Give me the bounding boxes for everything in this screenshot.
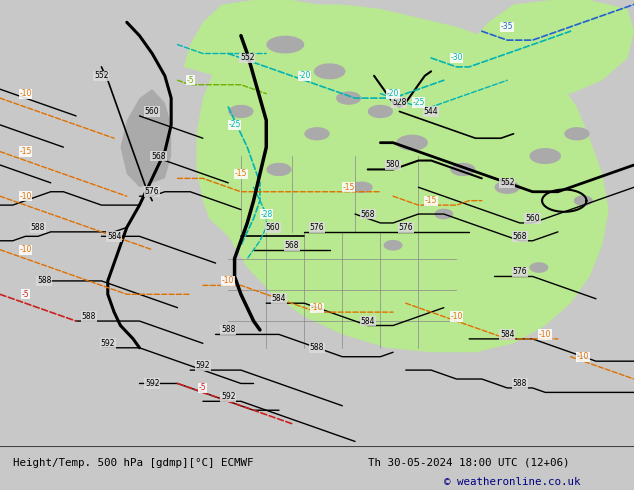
Text: 560: 560 bbox=[145, 107, 160, 116]
Text: 588: 588 bbox=[82, 312, 96, 321]
Text: 584: 584 bbox=[361, 317, 375, 325]
Text: 580: 580 bbox=[386, 161, 400, 170]
Text: 588: 588 bbox=[31, 223, 45, 232]
Text: 588: 588 bbox=[37, 276, 51, 285]
Text: -10: -10 bbox=[19, 192, 32, 201]
Text: 592: 592 bbox=[145, 379, 159, 388]
Text: -5: -5 bbox=[22, 290, 29, 299]
Text: 592: 592 bbox=[221, 392, 235, 401]
Text: 584: 584 bbox=[500, 330, 514, 339]
Text: 568: 568 bbox=[361, 210, 375, 219]
Text: -20: -20 bbox=[298, 72, 311, 80]
Text: 576: 576 bbox=[309, 223, 325, 232]
Text: 588: 588 bbox=[221, 325, 235, 335]
Text: -25: -25 bbox=[412, 98, 425, 107]
Text: -35: -35 bbox=[501, 22, 514, 31]
Text: -10: -10 bbox=[539, 330, 552, 339]
Text: 568: 568 bbox=[513, 232, 527, 241]
Text: 552: 552 bbox=[500, 178, 514, 187]
Text: -20: -20 bbox=[387, 89, 399, 98]
Text: 576: 576 bbox=[398, 223, 413, 232]
Text: Th 30-05-2024 18:00 UTC (12+06): Th 30-05-2024 18:00 UTC (12+06) bbox=[368, 458, 569, 467]
Text: -10: -10 bbox=[19, 89, 32, 98]
Text: Height/Temp. 500 hPa [gdmp][°C] ECMWF: Height/Temp. 500 hPa [gdmp][°C] ECMWF bbox=[13, 458, 253, 467]
Text: -15: -15 bbox=[19, 147, 32, 156]
Text: -10: -10 bbox=[450, 312, 463, 321]
Text: 560: 560 bbox=[525, 214, 540, 223]
Text: 588: 588 bbox=[310, 343, 324, 352]
Text: 584: 584 bbox=[272, 294, 286, 303]
Text: 552: 552 bbox=[94, 72, 108, 80]
Text: -15: -15 bbox=[342, 183, 355, 192]
Text: 588: 588 bbox=[513, 379, 527, 388]
Text: -30: -30 bbox=[450, 53, 463, 62]
Text: -25: -25 bbox=[228, 121, 241, 129]
Text: © weatheronline.co.uk: © weatheronline.co.uk bbox=[444, 477, 580, 487]
Text: -15: -15 bbox=[425, 196, 437, 205]
Text: -15: -15 bbox=[235, 170, 247, 178]
Text: 528: 528 bbox=[392, 98, 406, 107]
Text: -10: -10 bbox=[311, 303, 323, 312]
Text: -5: -5 bbox=[199, 384, 207, 392]
Text: -10: -10 bbox=[19, 245, 32, 254]
Text: 568: 568 bbox=[285, 241, 299, 250]
Text: 592: 592 bbox=[196, 361, 210, 370]
Text: -28: -28 bbox=[260, 210, 273, 219]
Text: 584: 584 bbox=[107, 232, 121, 241]
Text: 592: 592 bbox=[101, 339, 115, 348]
Text: 552: 552 bbox=[240, 53, 254, 62]
Text: -5: -5 bbox=[186, 76, 194, 85]
Text: 568: 568 bbox=[152, 151, 165, 161]
Text: 560: 560 bbox=[265, 223, 280, 232]
Text: -10: -10 bbox=[577, 352, 590, 361]
Text: 544: 544 bbox=[424, 107, 439, 116]
Text: 576: 576 bbox=[512, 268, 527, 276]
Text: -10: -10 bbox=[222, 276, 235, 285]
Text: 576: 576 bbox=[145, 187, 160, 196]
